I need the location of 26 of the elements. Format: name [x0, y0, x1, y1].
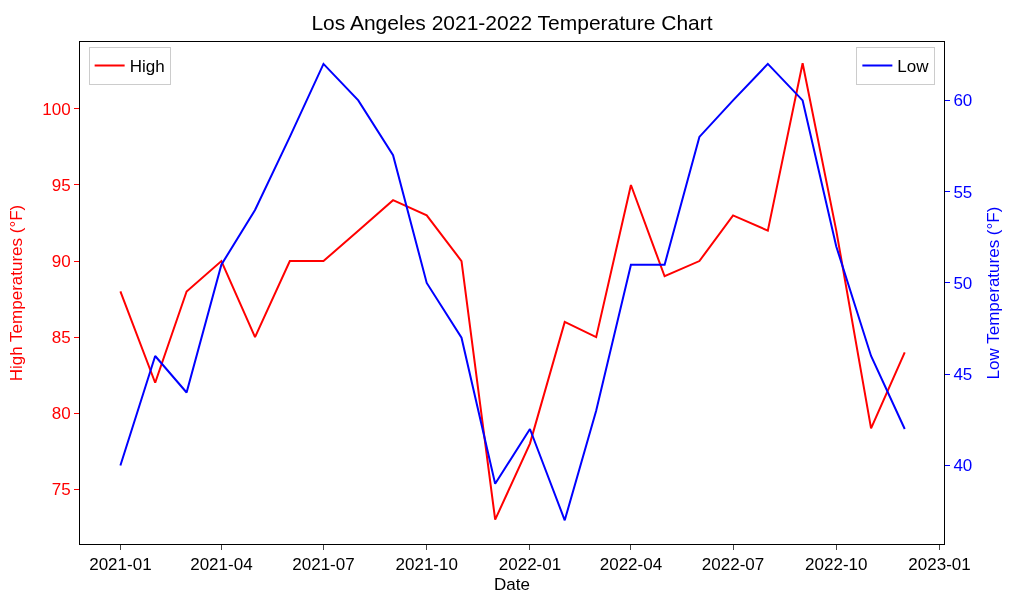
- x-tick-label: 2023-01: [908, 555, 971, 575]
- x-axis-title: Date: [494, 574, 530, 594]
- x-tick-label: 2021-04: [190, 555, 253, 575]
- y-tick-label: 100: [42, 99, 71, 119]
- x-tick-label: 2022-10: [805, 555, 868, 575]
- x-tick-label: 2021-07: [292, 555, 355, 575]
- legend-label: High: [129, 57, 165, 77]
- y2-tick-label: 45: [953, 365, 973, 385]
- x-tick-label: 2021-01: [89, 555, 152, 575]
- y2-tick-label: 40: [953, 456, 973, 476]
- y-tick-label: 75: [51, 480, 71, 500]
- x-tick-label: 2022-07: [701, 555, 765, 575]
- y-tick-label: 95: [51, 175, 71, 195]
- x-tick-label: 2022-04: [599, 555, 663, 575]
- y-tick-label: 90: [51, 252, 71, 271]
- y2-tick-label: 55: [953, 182, 973, 202]
- y2-axis-title: Low Temperatures (°F): [983, 206, 1003, 380]
- chart-title: Los Angeles 2021-2022 Temperature Chart: [311, 11, 713, 35]
- y-axis-title: High Temperatures (°F): [6, 204, 26, 382]
- legend-label: Low: [897, 57, 930, 77]
- y2-tick-label: 60: [953, 91, 973, 111]
- y2-tick-label: 50: [953, 273, 973, 293]
- y-tick-label: 80: [51, 404, 71, 424]
- y-tick-label: 85: [51, 328, 71, 348]
- x-tick-label: 2021-10: [395, 555, 458, 575]
- x-tick-label: 2022-01: [498, 555, 562, 575]
